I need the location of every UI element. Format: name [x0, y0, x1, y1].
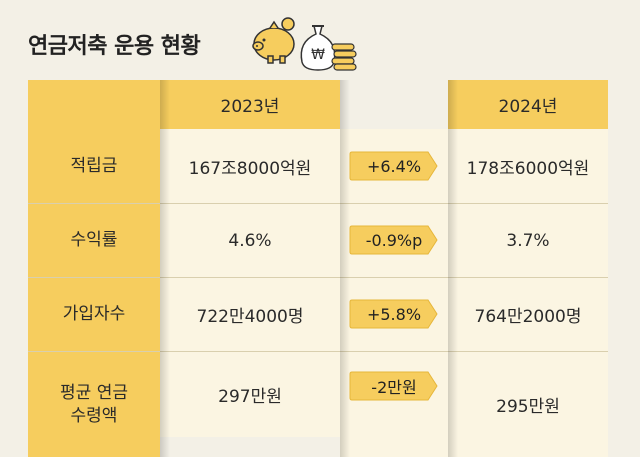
won-money-bag-icon: ₩ [300, 25, 336, 71]
row-subscribers-2024: 764만2000명 [448, 278, 608, 351]
row-pension-2024: 295만원 [448, 352, 608, 457]
change-return: -0.9%p [365, 230, 423, 250]
column-shadow [340, 80, 350, 457]
row-savings-2023: 167조8000억원 [160, 129, 340, 203]
change-badge: -0.9%p [348, 223, 440, 257]
row-label-savings: 적립금 [28, 129, 160, 203]
row-subscribers-2023: 722만4000명 [160, 278, 340, 351]
column-shadow [160, 80, 170, 457]
row-savings-2024: 178조6000억원 [448, 129, 608, 203]
row-label-pension: 평균 연금 수령액 [28, 352, 160, 457]
pension-table: 2023년 2024년 적립금 167조8000억원 178조6000억원 수익… [28, 80, 608, 457]
header-2024: 2024년 [448, 80, 608, 129]
row-pension-2023: 297만원 [160, 352, 340, 437]
svg-text:₩: ₩ [311, 47, 325, 63]
header-2023: 2023년 [160, 80, 340, 129]
page-title: 연금저축 운용 현황 [28, 34, 201, 59]
change-badge: +6.4% [348, 149, 440, 183]
table-corner [28, 80, 160, 129]
piggy-bank-icon [252, 17, 295, 64]
coin-stack-icon [331, 43, 357, 71]
change-badge: +5.8% [348, 297, 440, 331]
change-pension: -2만원 [371, 378, 417, 397]
change-subscribers: +5.8% [366, 304, 422, 324]
row-pension-change-cell [340, 352, 448, 457]
title-illustration: ₩ [248, 14, 358, 78]
row-label-return: 수익률 [28, 204, 160, 277]
row-return-2024: 3.7% [448, 204, 608, 277]
row-divider [28, 277, 608, 278]
row-return-2023: 4.6% [160, 204, 340, 277]
row-divider [28, 203, 608, 204]
change-badge: -2만원 [348, 369, 440, 403]
row-divider [28, 351, 608, 352]
column-shadow [448, 80, 458, 457]
change-savings: +6.4% [366, 156, 422, 176]
row-label-subscribers: 가입자수 [28, 278, 160, 351]
